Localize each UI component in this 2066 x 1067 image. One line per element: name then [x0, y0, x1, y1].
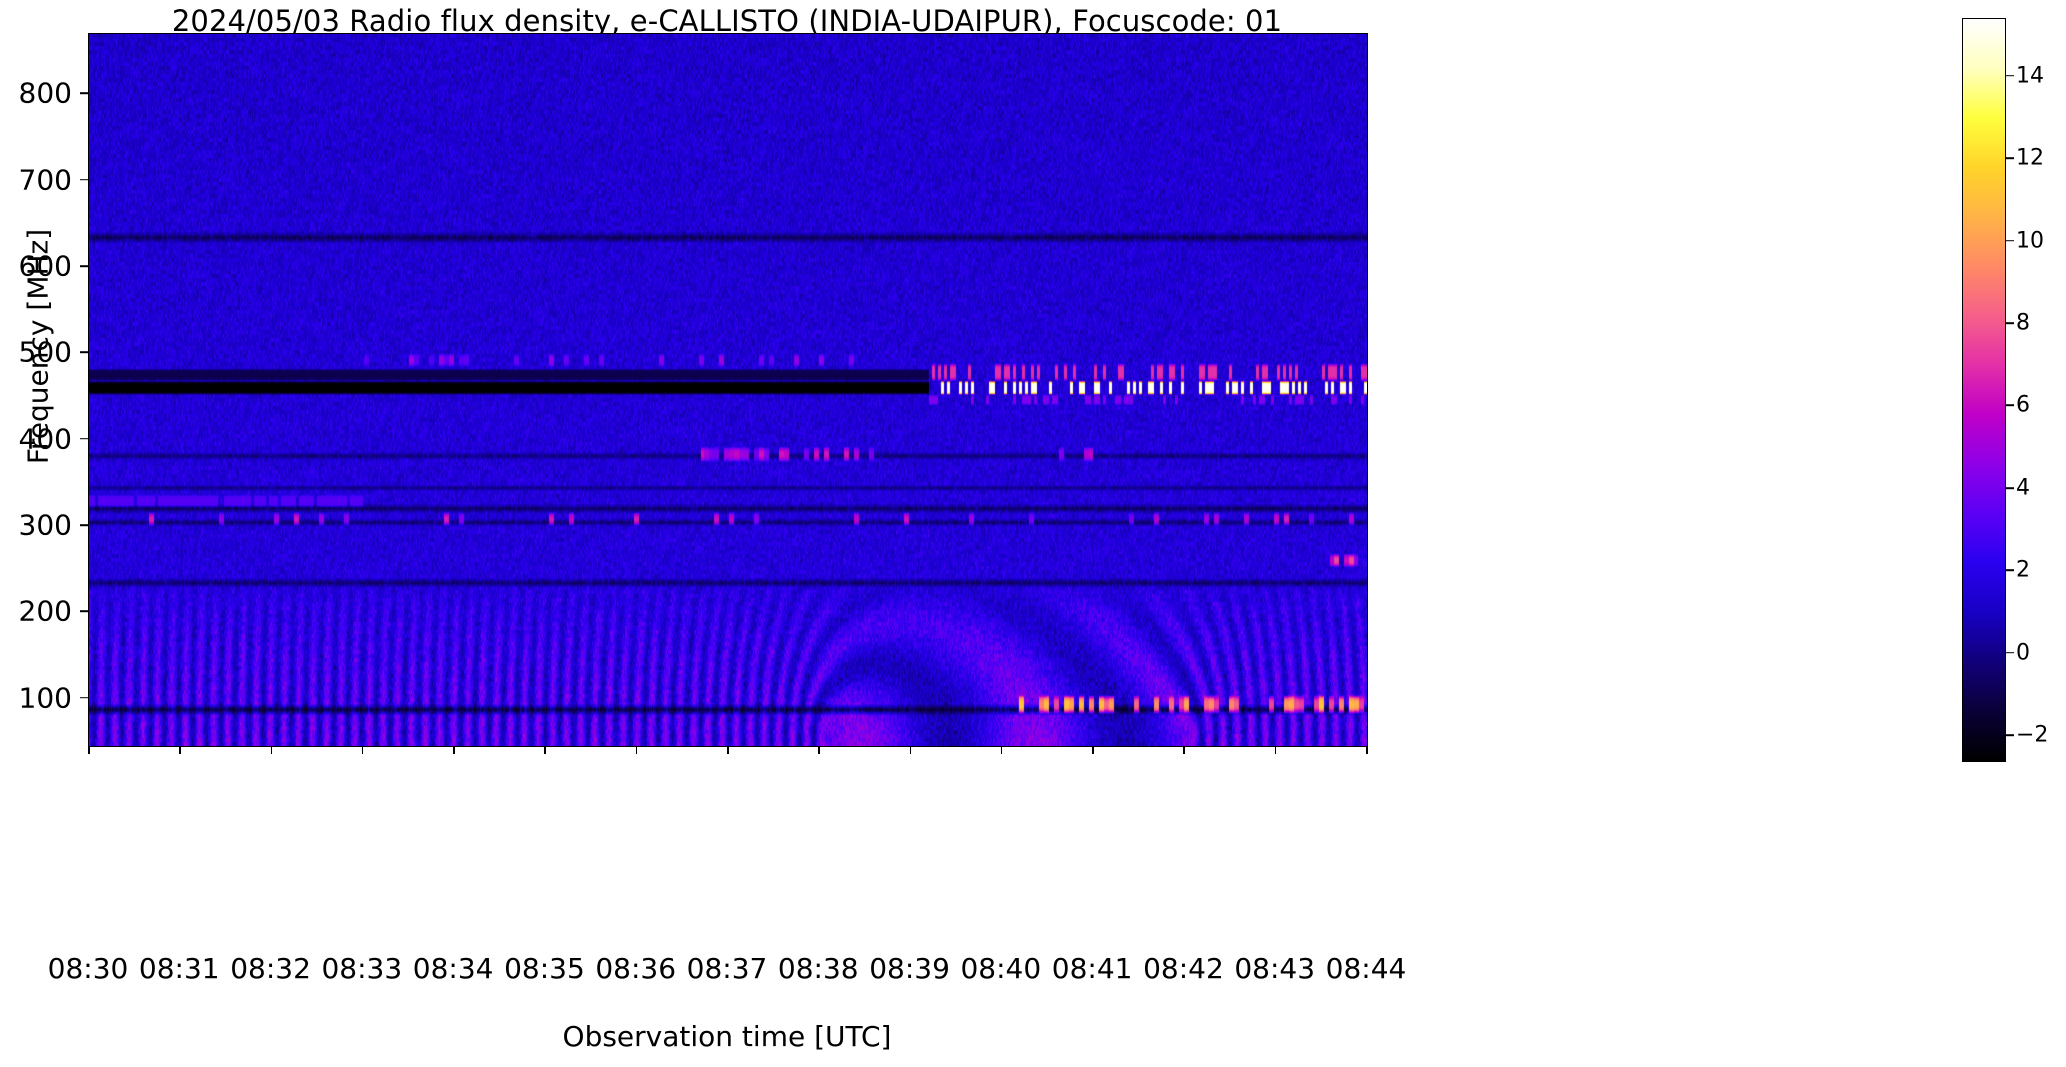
- colorbar-tick-mark: [2006, 157, 2014, 159]
- x-tick-label: 08:35: [504, 952, 585, 985]
- x-tick-mark: [1092, 746, 1094, 754]
- y-tick-label: 500: [18, 335, 72, 369]
- y-tick-label: 100: [18, 681, 72, 715]
- y-tick-mark: [80, 178, 88, 181]
- x-tick-mark: [1183, 746, 1186, 754]
- x-tick-label: 08:37: [686, 952, 768, 985]
- y-tick-label: 800: [18, 76, 72, 110]
- spectrogram-canvas: [89, 34, 1367, 746]
- x-tick-mark: [361, 746, 364, 754]
- colorbar-tick-mark: [2006, 569, 2014, 572]
- x-tick-mark: [1366, 746, 1368, 754]
- x-tick-mark: [818, 746, 820, 754]
- colorbar-tick-mark: [2006, 239, 2014, 242]
- y-tick-label: 200: [18, 594, 72, 628]
- y-tick-mark: [80, 265, 88, 267]
- x-tick-mark: [544, 746, 547, 754]
- x-tick-label: 08:44: [1325, 952, 1407, 985]
- x-tick-mark: [1274, 746, 1277, 754]
- x-tick-mark: [1000, 746, 1003, 754]
- y-tick-mark: [80, 610, 88, 613]
- x-tick-mark: [453, 746, 455, 754]
- colorbar-tick-label: 8: [2016, 310, 2030, 336]
- colorbar-tick-mark: [2006, 652, 2014, 654]
- colorbar-tick-label: 12: [2016, 145, 2044, 171]
- colorbar-tick-label: 2: [2016, 557, 2030, 583]
- x-tick-label: 08:39: [869, 952, 950, 985]
- colorbar-tick-mark: [2006, 734, 2014, 737]
- x-tick-label: 08:40: [960, 952, 1042, 985]
- x-tick-mark: [270, 746, 273, 754]
- x-tick-label: 08:36: [595, 952, 677, 985]
- colorbar-tick-mark: [2006, 487, 2014, 489]
- colorbar-tick-mark: [2006, 322, 2014, 324]
- colorbar-tick-mark: [2006, 404, 2014, 407]
- y-tick-mark: [80, 351, 88, 354]
- colorbar-tick-label: 10: [2016, 228, 2044, 254]
- x-tick-mark: [635, 746, 638, 754]
- y-tick-label: 700: [18, 163, 72, 197]
- x-tick-label: 08:31: [138, 952, 220, 985]
- colorbar-tick-label: 4: [2016, 475, 2030, 501]
- x-tick-label: 08:42: [1143, 952, 1224, 985]
- colorbar: [1962, 18, 2006, 762]
- colorbar-canvas: [1963, 19, 2005, 761]
- x-tick-mark: [909, 746, 912, 754]
- y-tick-mark: [80, 524, 88, 526]
- x-tick-mark: [727, 746, 729, 754]
- spectrogram-plot-area: [88, 33, 1368, 747]
- colorbar-tick-mark: [2006, 74, 2014, 77]
- x-tick-label: 08:43: [1234, 952, 1316, 985]
- colorbar-tick-label: −2: [2016, 722, 2049, 748]
- y-tick-label: 600: [18, 249, 72, 283]
- x-tick-label: 08:32: [230, 952, 311, 985]
- y-tick-label: 300: [18, 508, 72, 542]
- x-tick-label: 08:30: [47, 952, 129, 985]
- y-tick-mark: [80, 92, 88, 95]
- x-tick-label: 08:41: [1051, 952, 1133, 985]
- colorbar-tick-label: 6: [2016, 392, 2030, 418]
- x-axis-label: Observation time [UTC]: [562, 1020, 892, 1053]
- y-tick-mark: [80, 437, 88, 440]
- x-tick-mark: [179, 746, 181, 754]
- colorbar-tick-label: 14: [2016, 63, 2044, 89]
- x-tick-label: 08:38: [777, 952, 859, 985]
- y-tick-label: 400: [18, 422, 72, 456]
- page-title: 2024/05/03 Radio flux density, e-CALLIST…: [171, 4, 1283, 38]
- colorbar-tick-label: 0: [2016, 640, 2030, 666]
- x-tick-label: 08:34: [412, 952, 494, 985]
- x-tick-mark: [88, 746, 90, 754]
- y-tick-mark: [80, 696, 88, 699]
- x-tick-label: 08:33: [321, 952, 403, 985]
